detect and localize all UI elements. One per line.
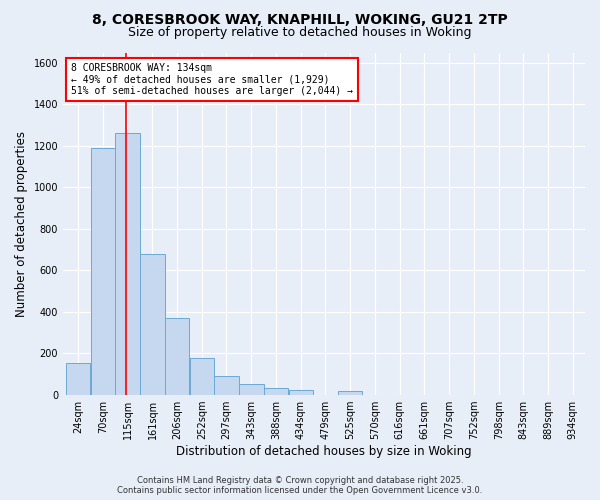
Bar: [190, 358, 214, 394]
Bar: [214, 376, 239, 394]
Bar: [289, 390, 313, 394]
Bar: [165, 318, 189, 394]
Bar: [338, 392, 362, 394]
X-axis label: Distribution of detached houses by size in Woking: Distribution of detached houses by size …: [176, 444, 472, 458]
Bar: [91, 148, 115, 394]
Bar: [239, 384, 263, 394]
Bar: [66, 364, 90, 394]
Bar: [140, 254, 164, 394]
Text: 8, CORESBROOK WAY, KNAPHILL, WOKING, GU21 2TP: 8, CORESBROOK WAY, KNAPHILL, WOKING, GU2…: [92, 12, 508, 26]
Text: 8 CORESBROOK WAY: 134sqm
← 49% of detached houses are smaller (1,929)
51% of sem: 8 CORESBROOK WAY: 134sqm ← 49% of detach…: [71, 63, 353, 96]
Bar: [264, 388, 288, 394]
Y-axis label: Number of detached properties: Number of detached properties: [15, 130, 28, 316]
Text: Contains HM Land Registry data © Crown copyright and database right 2025.
Contai: Contains HM Land Registry data © Crown c…: [118, 476, 482, 495]
Text: Size of property relative to detached houses in Woking: Size of property relative to detached ho…: [128, 26, 472, 39]
Bar: [115, 134, 140, 394]
